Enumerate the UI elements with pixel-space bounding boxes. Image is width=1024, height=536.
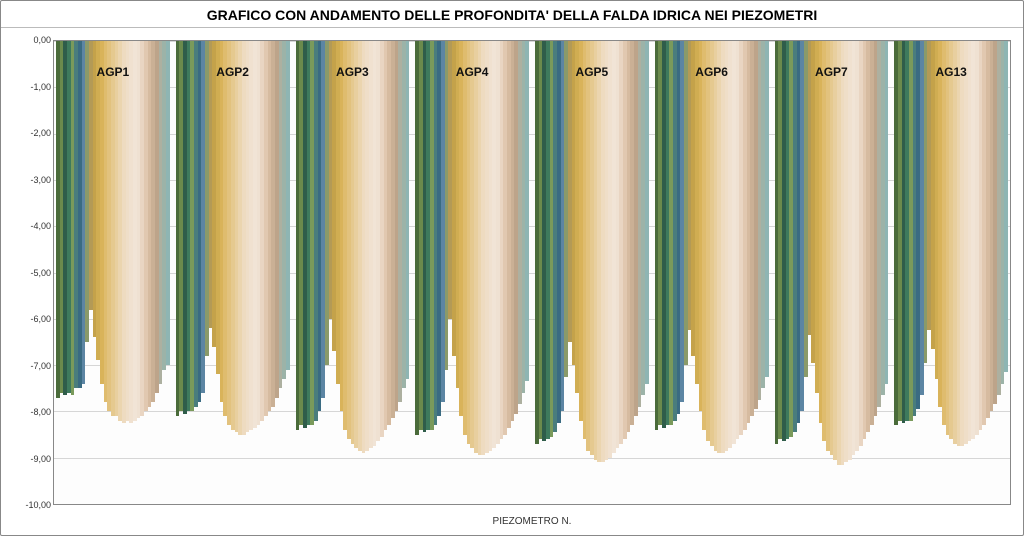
bar-group: AGP5 [533,41,651,504]
chart-wrap: quota falda in m da soglia porta n. 1 (+… [9,36,1015,531]
y-tick-label: -6,00 [15,314,51,324]
bar-groups: AGP1AGP2AGP3AGP4AGP5AGP6AGP7AG13 [54,41,1010,504]
bars [894,41,1008,504]
bars [296,41,410,504]
y-tick-label: -5,00 [15,268,51,278]
y-tick-label: -1,00 [15,82,51,92]
chart-container: GRAFICO CON ANDAMENTO DELLE PROFONDITA' … [0,0,1024,536]
bar-group: AGP3 [294,41,412,504]
bar-group: AG13 [892,41,1010,504]
bar-group: AGP6 [653,41,771,504]
y-tick-label: -10,00 [15,500,51,510]
y-tick-label: -2,00 [15,128,51,138]
gridline [54,504,1010,505]
bar [286,41,290,370]
bars [56,41,170,504]
bars [655,41,769,504]
y-tick-label: -7,00 [15,361,51,371]
bars [176,41,290,504]
bar [765,41,769,377]
y-tick-label: -9,00 [15,454,51,464]
y-tick-label: -3,00 [15,175,51,185]
y-tick-label: -4,00 [15,221,51,231]
bar [525,41,529,381]
bar [645,41,649,384]
bar [406,41,410,379]
bars [775,41,889,504]
y-tick-label: 0,00 [15,35,51,45]
plot-area: AGP1AGP2AGP3AGP4AGP5AGP6AGP7AG13 [53,40,1011,505]
x-axis-label: PIEZOMETRO N. [53,516,1011,527]
chart-title: GRAFICO CON ANDAMENTO DELLE PROFONDITA' … [1,1,1023,28]
bar-group: AGP1 [54,41,172,504]
bars [415,41,529,504]
bar-group: AGP2 [174,41,292,504]
bar [1004,41,1008,372]
bar [885,41,889,384]
bar-group: AGP7 [773,41,891,504]
bar [166,41,170,365]
bars [535,41,649,504]
bar-group: AGP4 [413,41,531,504]
y-tick-label: -8,00 [15,407,51,417]
